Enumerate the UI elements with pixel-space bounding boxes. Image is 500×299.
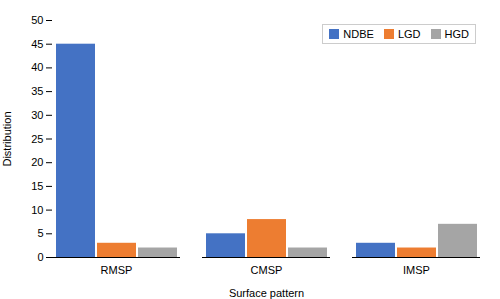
svg-text:RMSP: RMSP	[101, 264, 133, 276]
svg-text:40: 40	[31, 61, 43, 73]
svg-text:20: 20	[31, 156, 43, 168]
svg-text:Surface pattern: Surface pattern	[229, 287, 304, 299]
svg-text:45: 45	[31, 38, 43, 50]
svg-text:CMSP: CMSP	[251, 264, 283, 276]
svg-text:35: 35	[31, 85, 43, 97]
svg-text:15: 15	[31, 180, 43, 192]
svg-text:5: 5	[37, 227, 43, 239]
html-text:LGD: LGD	[397, 28, 421, 40]
svg-text:0: 0	[37, 251, 43, 263]
svg-text:25: 25	[31, 133, 43, 145]
svg-text:30: 30	[31, 109, 43, 121]
svg-text:IMSP: IMSP	[403, 264, 430, 276]
html-text:HGD: HGD	[444, 28, 469, 40]
html-text:NDBE: NDBE	[343, 28, 374, 40]
svg-text:50: 50	[31, 14, 43, 26]
svg-text:Distribution: Distribution	[1, 111, 13, 166]
svg-text:10: 10	[31, 204, 43, 216]
